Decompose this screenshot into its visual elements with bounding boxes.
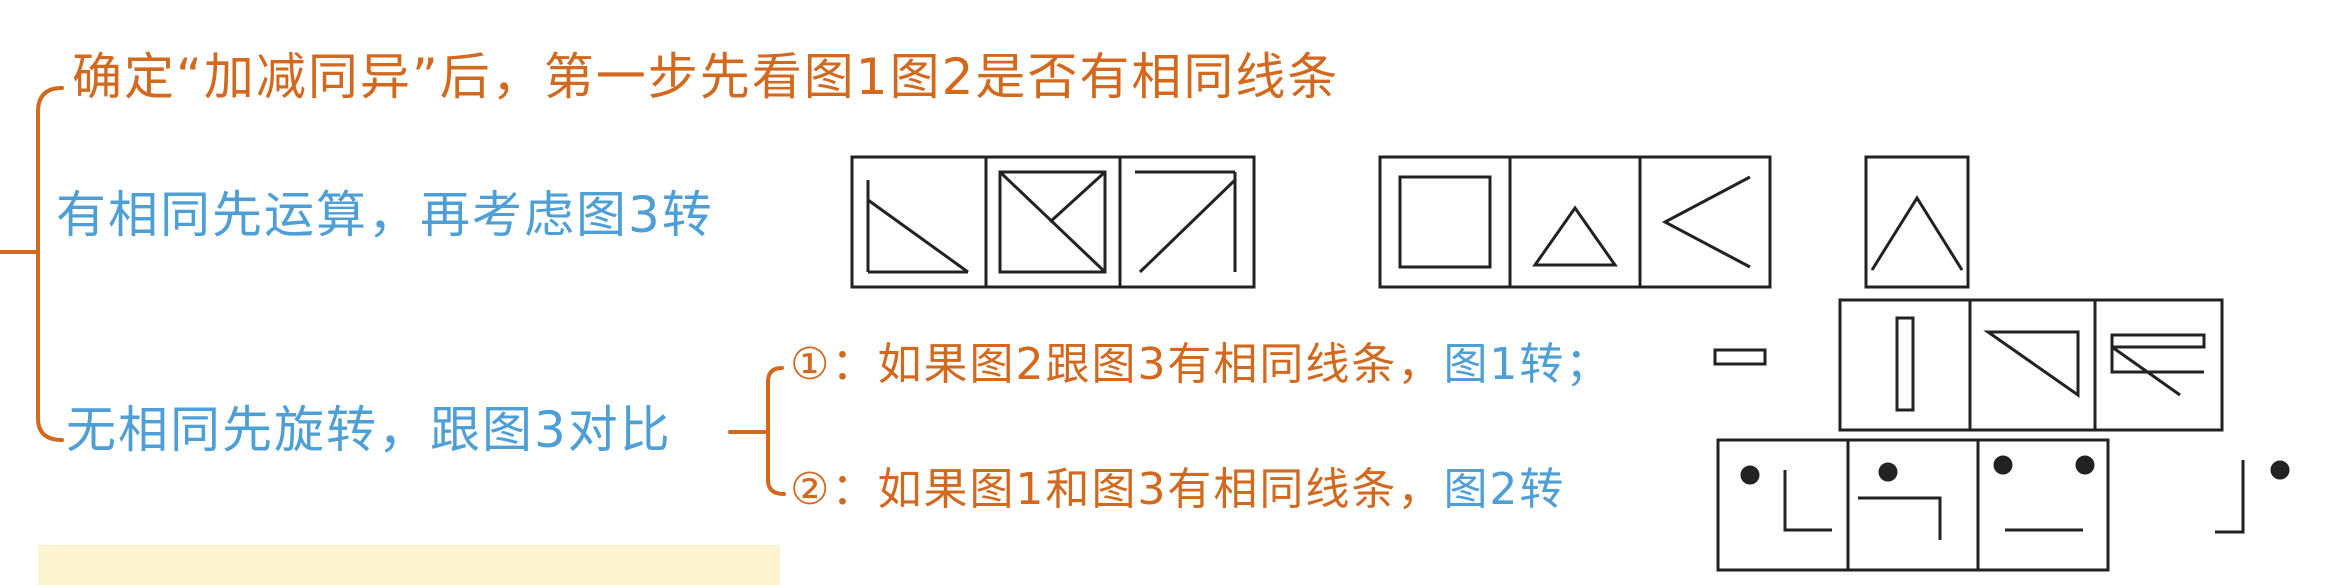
figure-3-3 <box>2110 333 2206 397</box>
figure-1-3 <box>1135 170 1237 274</box>
figure-2-3 <box>1661 175 1751 269</box>
figure-3-1 <box>1895 316 1915 412</box>
figure-group-3 <box>1713 298 2224 432</box>
figure-4-1 <box>1740 465 1832 532</box>
highlight-note-bar <box>38 545 780 585</box>
figure-3-single <box>1713 348 1767 366</box>
figure-4-2 <box>1858 462 1942 540</box>
sub-rule-1-tail: 图1转； <box>1443 339 1612 390</box>
figure-group-2-frame <box>1378 155 1772 289</box>
figure-1-1 <box>866 180 969 274</box>
sub-rule-2: ②：如果图1和图3有相同线条，图2转 <box>790 468 1565 512</box>
figure-group-4-frame <box>1716 438 2110 572</box>
figure-4-3 <box>1993 455 2095 532</box>
figure-2-1 <box>1398 175 1492 269</box>
figure-group-4 <box>1716 438 2290 572</box>
figure-group-1 <box>850 155 1256 289</box>
branch-no-same-lines-text: 无相同先旋转，跟图3对比 <box>66 401 672 459</box>
sub-rule-1: ①：如果图2跟图3有相同线条，图1转； <box>790 343 1611 387</box>
branch-no-same-lines: 无相同先旋转，跟图3对比 <box>66 405 672 455</box>
sub-rule-1-lead: ①：如果图2跟图3有相同线条， <box>790 339 1444 390</box>
figure-option <box>1864 155 1970 289</box>
figure-group-1-frame <box>850 155 1256 289</box>
figure-4-single <box>2215 460 2290 534</box>
figure-1-2 <box>998 170 1107 274</box>
sub-rule-2-lead: ②：如果图1和图3有相同线条， <box>790 464 1444 515</box>
heading-line: 确定“加减同异”后，第一步先看图1图2是否有相同线条 <box>72 48 1340 106</box>
branch-same-lines: 有相同先运算，再考虑图3转 <box>56 186 714 244</box>
figure-3-2 <box>1983 330 2080 398</box>
figure-group-3-frame <box>1838 298 2224 432</box>
sub-rule-2-tail: 图2转 <box>1443 464 1566 515</box>
figure-2-2 <box>1532 205 1618 267</box>
figure-group-2 <box>1378 155 1772 289</box>
